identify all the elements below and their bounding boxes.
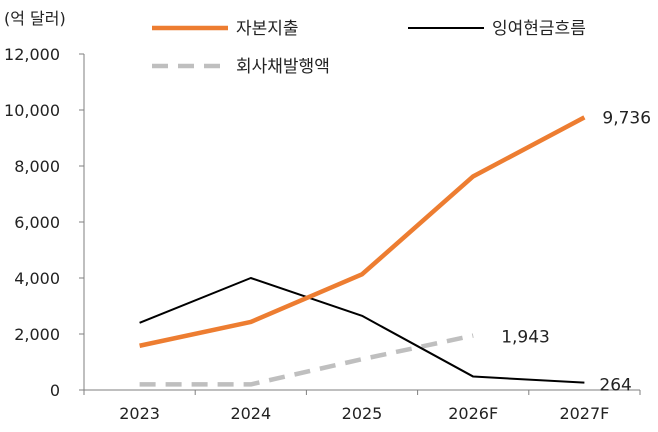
x-tick-label: 2024 xyxy=(230,404,271,423)
legend-label: 회사채발행액 xyxy=(236,57,330,77)
series-layer xyxy=(139,115,586,387)
x-tick-label: 2025 xyxy=(342,404,383,423)
y-tick-label: 0 xyxy=(50,381,60,400)
x-tick-label: 2023 xyxy=(119,404,160,423)
series-line-0 xyxy=(139,115,586,348)
labels-layer: (억 달러) 9,736 1,943 264 xyxy=(4,9,651,396)
data-label: 1,943 xyxy=(501,328,550,348)
axes: 0 2,000 4,000 6,000 8,000 10,000 12,000 2023 202… xyxy=(4,45,641,423)
y-tick-label: 10,000 xyxy=(4,101,60,120)
y-tick-label: 2,000 xyxy=(14,325,60,344)
x-tick-label: 2026F xyxy=(448,404,498,423)
y-tick-label: 4,000 xyxy=(14,269,60,288)
legend-label: 자본지출 xyxy=(236,19,299,39)
y-tick-label: 12,000 xyxy=(4,45,60,64)
series-line-2 xyxy=(139,333,474,387)
y-tick-label: 6,000 xyxy=(14,213,60,232)
y-unit-label: (억 달러) xyxy=(4,9,66,28)
x-tick-label: 2027F xyxy=(559,404,609,423)
y-tick-label: 8,000 xyxy=(14,157,60,176)
data-label: 9,736 xyxy=(602,108,651,128)
legend-label: 잉여현금흐름 xyxy=(492,19,586,39)
data-label: 264 xyxy=(599,376,631,396)
